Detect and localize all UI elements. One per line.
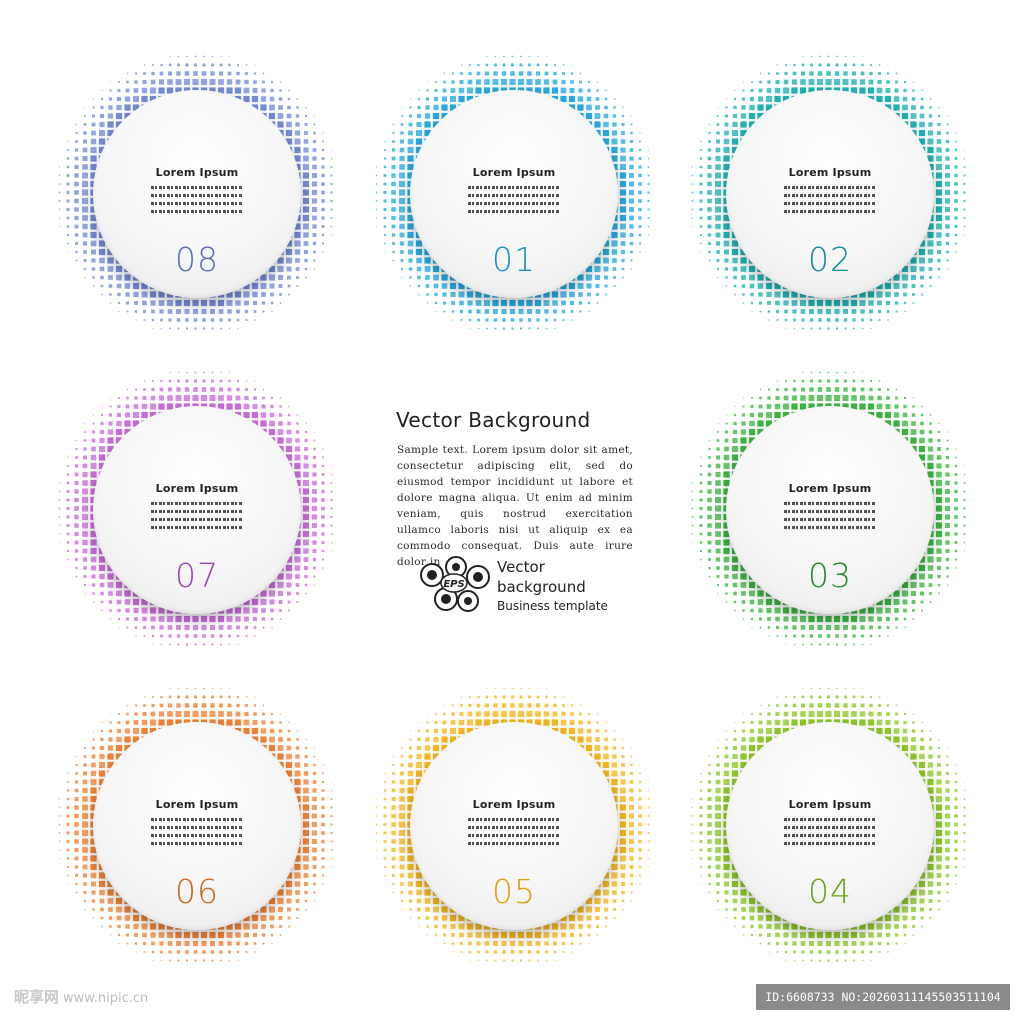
card-body-lines xyxy=(784,818,876,850)
card-title: Lorem Ipsum xyxy=(155,166,239,179)
eps-caption: Vector background Business template xyxy=(497,557,608,615)
card-body-lines xyxy=(151,502,243,534)
infographic-card-07: Lorem Ipsum 07 xyxy=(47,360,347,660)
card-title: Lorem Ipsum xyxy=(788,482,872,495)
card-body-lines xyxy=(468,818,560,850)
watermark-site: 昵享网 www.nipic.cn xyxy=(14,985,148,1009)
card-number: 02 xyxy=(808,240,852,279)
card-disc: Lorem Ipsum 07 xyxy=(93,406,301,614)
card-number: 04 xyxy=(808,872,852,911)
card-number: 07 xyxy=(175,556,219,595)
eps-badge-text: EPS xyxy=(443,579,464,590)
card-number: 08 xyxy=(175,240,219,279)
card-body-lines xyxy=(784,186,876,218)
card-body-lines xyxy=(468,186,560,218)
watermark-url: www.nipic.cn xyxy=(63,991,149,1006)
card-body-lines xyxy=(784,502,876,534)
infographic-card-02: Lorem Ipsum 02 xyxy=(680,44,980,344)
card-title: Lorem Ipsum xyxy=(788,798,872,811)
infographic-card-04: Lorem Ipsum 04 xyxy=(680,676,980,976)
card-title: Lorem Ipsum xyxy=(472,166,556,179)
card-title: Lorem Ipsum xyxy=(788,166,872,179)
infographic-card-05: Lorem Ipsum 05 xyxy=(364,676,664,976)
card-disc: Lorem Ipsum 08 xyxy=(93,90,301,298)
card-number: 05 xyxy=(492,872,536,911)
card-number: 03 xyxy=(808,556,852,595)
card-disc: Lorem Ipsum 03 xyxy=(726,406,934,614)
card-disc: Lorem Ipsum 06 xyxy=(93,722,301,930)
eps-line-2: background xyxy=(497,578,586,596)
infographic-card-08: Lorem Ipsum 08 xyxy=(47,44,347,344)
card-disc: Lorem Ipsum 05 xyxy=(410,722,618,930)
center-text-block: Vector Background Sample text. Lorem ips… xyxy=(392,408,642,570)
watermark-site-name: 昵享网 xyxy=(14,988,60,1006)
card-body-lines xyxy=(151,186,243,218)
card-disc: Lorem Ipsum 04 xyxy=(726,722,934,930)
infographic-card-06: Lorem Ipsum 06 xyxy=(47,676,347,976)
eps-line-3: Business template xyxy=(497,599,608,613)
card-title: Lorem Ipsum xyxy=(472,798,556,811)
card-title: Lorem Ipsum xyxy=(155,482,239,495)
infographic-card-01: Lorem Ipsum 01 xyxy=(364,44,664,344)
card-title: Lorem Ipsum xyxy=(155,798,239,811)
center-title: Vector Background xyxy=(396,408,591,432)
card-number: 01 xyxy=(492,240,536,279)
card-number: 06 xyxy=(175,872,219,911)
eps-line-1: Vector xyxy=(497,558,545,576)
center-body-text: Sample text. Lorem ipsum dolor sit amet,… xyxy=(397,444,633,568)
eps-logo-icon: EPS xyxy=(420,556,490,612)
card-disc: Lorem Ipsum 01 xyxy=(410,90,618,298)
card-body-lines xyxy=(151,818,243,850)
infographic-card-03: Lorem Ipsum 03 xyxy=(680,360,980,660)
watermark-id-box: ID:6608733 NO:20260311145503511104 xyxy=(756,984,1010,1010)
card-disc: Lorem Ipsum 02 xyxy=(726,90,934,298)
